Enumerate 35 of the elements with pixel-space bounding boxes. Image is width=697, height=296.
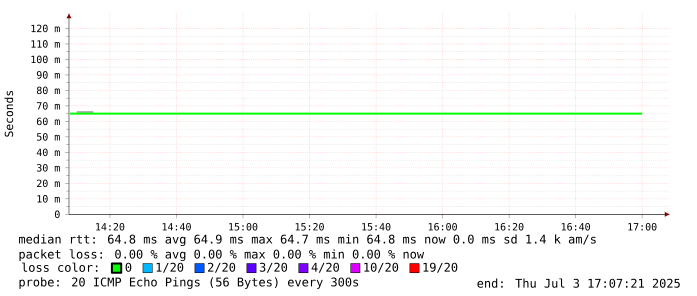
text: median rtt: 64.8 ms avg 64.9 ms max 64.7 ms min 64.8 ms now 0.0 ms sd 1.4 k am/s: [19, 234, 596, 246]
y-tick-label: 90 m: [36, 71, 60, 79]
y-tick-label: 40 m: [36, 148, 60, 156]
y-tick-label: 10 m: [37, 195, 60, 203]
x-tick-label: 16:40: [562, 222, 590, 231]
legend-label: 2/20: [208, 262, 236, 273]
x-tick-label: 16:00: [428, 222, 457, 231]
x-tick-label: 15:40: [362, 222, 390, 231]
legend-title: loss color:: [22, 262, 98, 272]
legend-label: 19/20: [424, 262, 458, 273]
y-tick-label: 80 m: [36, 86, 60, 94]
y-tick-label: 110 m: [31, 40, 60, 48]
y-tick-label: 50 m: [36, 133, 60, 141]
x-tick-label: 15:00: [229, 222, 258, 231]
x-tick-label: 14:20: [96, 222, 124, 231]
text: packet loss: 0.00 % avg 0.00 % max 0.00 % min 0.00 % now: [20, 249, 424, 262]
legend-label: 4/20: [312, 262, 340, 273]
legend-label: 10/20: [364, 262, 398, 273]
x-tick-label: 17:00: [628, 222, 656, 231]
y-tick-label: 30 m: [36, 164, 60, 172]
y-tick-label: 0: [54, 210, 60, 218]
y-tick-label: 20 m: [37, 180, 60, 188]
x-tick-label: 14:40: [162, 222, 191, 231]
text: end: Thu Jul 3 17:07:21 2025: [477, 278, 680, 288]
text: probe: 20 ICMP Echo Pings (56 Bytes) every 300s: [20, 277, 358, 289]
x-tick-label: 15:20: [296, 222, 324, 231]
legend-label: 1/20: [156, 262, 184, 273]
y-tick-label: 120 m: [31, 24, 60, 32]
legend-label: 3/20: [260, 262, 288, 273]
y-tick-label: 70 m: [36, 102, 60, 110]
y-tick-label: 100 m: [31, 56, 60, 64]
x-tick-label: 16:20: [495, 222, 524, 231]
legend-label: 0: [126, 262, 132, 272]
y-tick-label: 60 m: [36, 118, 60, 126]
y-axis-title: Seconds: [4, 90, 14, 137]
